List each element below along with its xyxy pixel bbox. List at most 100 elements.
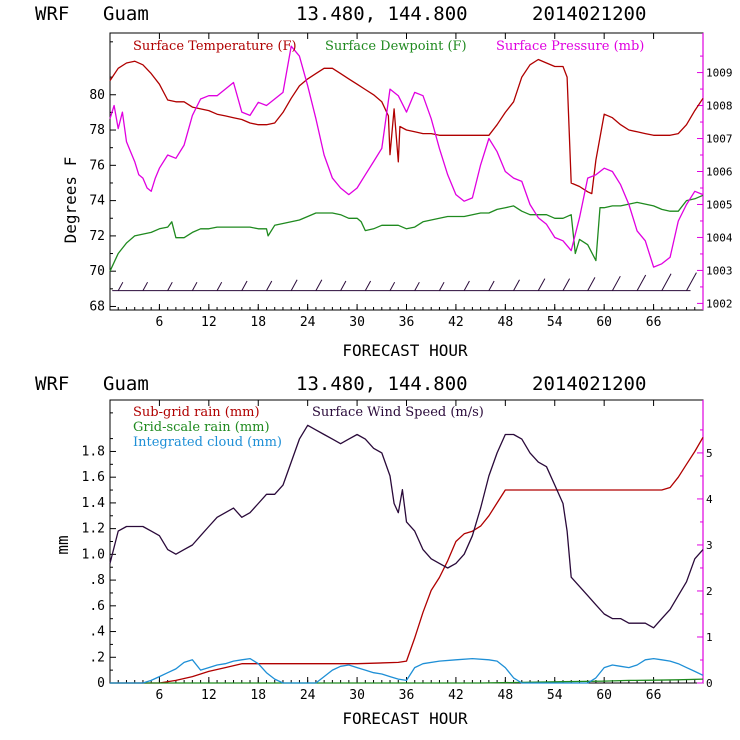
x-tick-label: 18 xyxy=(250,688,266,703)
y-left-tick-label: 74 xyxy=(89,194,105,209)
y-right-tick-label: 1008 xyxy=(706,100,733,113)
y-left-tick-label: 1.0 xyxy=(82,547,105,562)
top-ylabel: Degrees F xyxy=(61,157,80,244)
y-right-tick-label: 1 xyxy=(706,631,713,644)
wind-barb xyxy=(340,280,347,291)
wind-barb xyxy=(142,281,149,291)
x-tick-label: 30 xyxy=(349,315,365,330)
y-left-tick-label: .8 xyxy=(89,573,105,588)
y-left-tick-label: .2 xyxy=(89,650,105,665)
x-tick-label: 30 xyxy=(349,688,365,703)
series-sub-grid-rain-mm xyxy=(110,436,704,684)
y-left-tick-label: 80 xyxy=(89,88,105,103)
x-tick-label: 12 xyxy=(201,688,217,703)
bottom-coords-label: 13.480, 144.800 xyxy=(296,373,468,395)
wind-barbs xyxy=(112,272,697,292)
top-chart-axes: 6 12 18 24 30 36 42 48 54 60 66 68 70 72 74 76 78 80 1002 1… xyxy=(89,32,733,330)
y-left-tick-label: .6 xyxy=(89,599,105,614)
x-tick-label: 66 xyxy=(646,688,662,703)
wind-barb xyxy=(117,281,124,291)
wind-barb xyxy=(266,280,273,291)
y-left-tick-label: 68 xyxy=(89,299,105,314)
wind-barb xyxy=(537,278,546,291)
legend-subgrid-rain: Sub-grid rain (mm) xyxy=(133,405,260,420)
wind-barb xyxy=(389,281,396,291)
top-coords-label: 13.480, 144.800 xyxy=(296,3,468,25)
x-tick-label: 66 xyxy=(646,315,662,330)
legend-surface-dewpoint: Surface Dewpoint (F) xyxy=(325,39,467,54)
y-right-tick-label: 0 xyxy=(706,677,713,690)
x-tick-label: 48 xyxy=(498,315,514,330)
x-tick-label: 54 xyxy=(547,315,563,330)
y-right-tick-label: 1004 xyxy=(706,231,733,244)
y-right-tick-label: 2 xyxy=(706,585,713,598)
y-left-tick-label: 0 xyxy=(97,676,105,691)
y-left-tick-label: 72 xyxy=(89,229,105,244)
bottom-xlabel: FORECAST HOUR xyxy=(342,709,468,728)
wind-barb xyxy=(611,275,621,291)
x-tick-label: 60 xyxy=(596,688,612,703)
y-left-tick-label: 76 xyxy=(89,158,105,173)
x-tick-label: 42 xyxy=(448,688,464,703)
y-left-tick-label: .4 xyxy=(89,625,105,640)
wind-barb xyxy=(587,277,596,291)
x-tick-label: 48 xyxy=(498,688,514,703)
wind-barb xyxy=(636,274,647,291)
y-right-tick-label: 1006 xyxy=(706,166,733,179)
legend-surface-wind-speed: Surface Wind Speed (m/s) xyxy=(312,405,484,420)
legend-surface-pressure: Surface Pressure (mb) xyxy=(496,39,644,54)
y-left-tick-label: 70 xyxy=(89,264,105,279)
wind-barb xyxy=(661,273,672,291)
bottom-chart-plot xyxy=(109,424,704,684)
x-tick-label: 18 xyxy=(250,315,266,330)
x-tick-label: 24 xyxy=(300,315,316,330)
x-tick-label: 6 xyxy=(156,315,164,330)
top-init-label: 2014021200 xyxy=(532,3,646,25)
wind-barb xyxy=(167,281,173,291)
y-left-tick-label: 78 xyxy=(89,123,105,138)
wind-barb xyxy=(414,281,420,291)
wind-barb xyxy=(439,281,445,291)
y-right-tick-label: 3 xyxy=(706,539,713,552)
legend-integrated-cloud: Integrated cloud (mm) xyxy=(133,435,282,450)
bottom-location-label: Guam xyxy=(103,373,149,395)
y-right-tick-label: 1003 xyxy=(706,264,733,277)
bottom-model-label: WRF xyxy=(35,373,69,395)
legend-gridscale-rain: Grid-scale rain (mm) xyxy=(133,420,270,435)
y-left-tick-label: 1.8 xyxy=(82,444,105,459)
y-left-tick-label: 1.4 xyxy=(82,496,106,511)
y-right-tick-label: 1002 xyxy=(706,297,733,310)
wind-barb xyxy=(463,280,470,291)
x-tick-label: 6 xyxy=(156,688,164,703)
x-tick-label: 42 xyxy=(448,315,464,330)
wind-barb xyxy=(290,279,298,291)
plot-frame xyxy=(109,32,704,311)
x-tick-label: 12 xyxy=(201,315,217,330)
wind-barb xyxy=(686,272,697,291)
wind-barb xyxy=(216,281,223,291)
wind-barb xyxy=(488,280,495,291)
x-tick-label: 54 xyxy=(547,688,563,703)
wind-barb xyxy=(241,280,248,291)
top-model-label: WRF xyxy=(35,3,69,25)
y-right-tick-label: 1005 xyxy=(706,198,733,211)
series-surface-temperature-f xyxy=(109,58,704,195)
x-tick-label: 36 xyxy=(399,315,415,330)
y-left-tick-label: 1.2 xyxy=(82,522,105,537)
series-surface-pressure-mb xyxy=(109,45,704,268)
y-right-tick-label: 1007 xyxy=(706,133,733,146)
wind-barb xyxy=(562,278,571,291)
wind-barb xyxy=(513,279,520,291)
series-surface-wind-speed-m-s xyxy=(109,424,704,629)
series-surface-dewpoint-f xyxy=(109,194,704,272)
y-left-tick-label: 1.6 xyxy=(82,470,105,485)
legend-surface-temperature: Surface Temperature (F) xyxy=(133,39,297,54)
bottom-chart-axes: 6 12 18 24 30 36 42 48 54 60 660.2.4.6.81.01.21.41… xyxy=(82,399,713,703)
x-tick-label: 60 xyxy=(596,315,612,330)
top-chart-plot xyxy=(109,45,704,272)
x-tick-label: 36 xyxy=(399,688,415,703)
y-right-tick-label: 1009 xyxy=(706,67,733,80)
y-right-tick-label: 4 xyxy=(706,493,713,506)
top-location-label: Guam xyxy=(103,3,149,25)
